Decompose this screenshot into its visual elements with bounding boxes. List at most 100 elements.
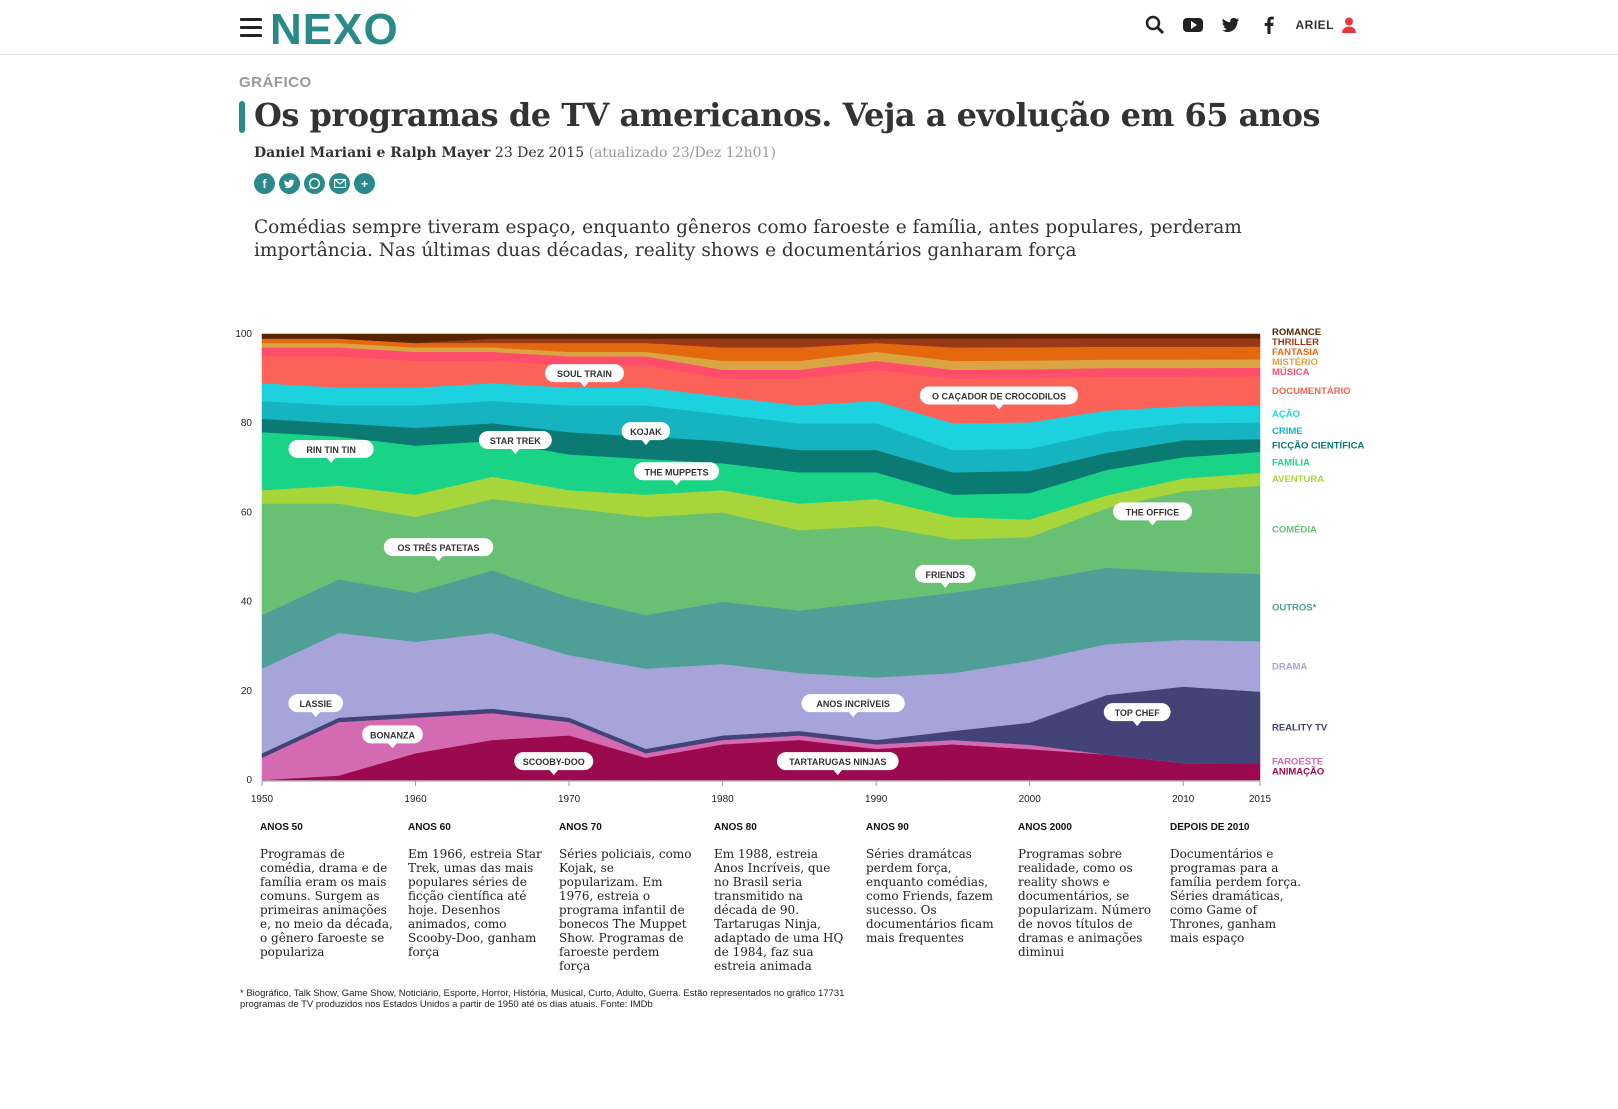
annotation-lassie: LASSIE — [288, 694, 344, 718]
annotation-pointer — [310, 711, 321, 718]
annotation-label: TOP CHEF — [1115, 708, 1161, 718]
email-icon[interactable] — [329, 173, 350, 194]
facebook-icon[interactable] — [1258, 14, 1280, 36]
x-axis: 1950 1960 1970 1980 1990 2000 2010 2015 — [251, 780, 1272, 805]
annotation-bubble — [1113, 502, 1193, 521]
title-accent-bar — [239, 101, 245, 133]
user-name[interactable]: ARIEL — [1295, 18, 1334, 32]
annotation-soul-train: SOUL TRAIN — [544, 364, 624, 388]
byline: Daniel Mariani e Ralph Mayer 23 Dez 2015… — [254, 145, 776, 161]
y-tick-label: 0 — [246, 775, 252, 786]
annotation-bubble — [383, 538, 494, 557]
decade-title: ANOS 70 — [559, 822, 602, 833]
y-tick-label: 60 — [241, 507, 253, 518]
x-tick-label: 1960 — [404, 794, 427, 805]
area-romance — [261, 333, 1261, 344]
whatsapp-icon[interactable] — [304, 173, 325, 194]
youtube-icon[interactable] — [1182, 14, 1204, 36]
twitter-icon[interactable] — [279, 173, 300, 194]
annotation-bonanza: BONANZA — [362, 725, 423, 749]
x-tick-label: 1970 — [558, 794, 581, 805]
nexo-logo[interactable]: NEXO — [270, 6, 430, 50]
annotation-label: STAR TREK — [490, 436, 541, 446]
annotation-bubble — [634, 462, 720, 481]
annotation-label: THE MUPPETS — [645, 467, 709, 477]
annotation-top-chef: TOP CHEF — [1103, 703, 1171, 727]
legend-ficcao-cientifica: FICÇÃO CIENTÍFICA — [1272, 441, 1364, 452]
legend-familia: FAMÍLIA — [1272, 457, 1310, 468]
decade-text: Programas de comédia, drama e de família… — [260, 847, 393, 959]
y-tick-label: 100 — [235, 329, 252, 340]
legend-thriller: THRILLER — [1272, 337, 1319, 348]
annotation-the-muppets: THE MUPPETS — [634, 462, 720, 486]
decade-title: ANOS 80 — [714, 822, 757, 833]
x-tick-label: 2015 — [1249, 794, 1272, 805]
decade-text: Séries policiais, como Kojak, se popular… — [559, 847, 692, 973]
decade-text: Séries dramátcas perdem força, enquanto … — [866, 847, 994, 945]
share-bar: f + — [254, 173, 375, 194]
updated-date: (atualizado 23/Dez 12h01) — [588, 145, 776, 161]
legend-musica: MÚSICA — [1272, 366, 1310, 378]
article-lead: Comédias sempre tiveram espaço, enquanto… — [254, 217, 1242, 261]
annotation-label: RIN TIN TIN — [306, 445, 356, 455]
legend-misterio: MISTÉRIO — [1272, 357, 1318, 368]
legend-animacao: ANIMAÇÃO — [1272, 767, 1324, 778]
user-icon[interactable] — [1338, 14, 1360, 36]
y-tick-label: 40 — [241, 597, 253, 608]
annotation-scooby-doo: SCOOBY-DOO — [514, 752, 594, 776]
annotation-pointer — [993, 403, 1004, 410]
annotation-bubble — [544, 364, 624, 383]
legend-romance: ROMANCE — [1272, 327, 1321, 338]
decade-title: ANOS 90 — [866, 822, 909, 833]
annotation-bubble — [288, 439, 374, 458]
annotation-kojak: KOJAK — [621, 422, 671, 446]
y-tick-label: 80 — [241, 418, 253, 429]
legend-acao: AÇÃO — [1272, 409, 1300, 420]
search-icon[interactable] — [1144, 14, 1166, 36]
legend-aventura: AVENTURA — [1272, 474, 1324, 485]
annotation-os-tres-patetas: OS TRÊS PATETAS — [383, 538, 494, 562]
annotation-pointer — [671, 479, 682, 486]
annotation-o-cacador-de-crocodilos: O CAÇADOR DE CROCODILOS — [919, 386, 1079, 410]
logo-text: NEXO — [270, 6, 399, 50]
annotation-pointer — [387, 742, 398, 749]
y-axis: 0 20 40 60 80 100 — [235, 329, 252, 786]
annotation-label: THE OFFICE — [1126, 507, 1180, 517]
annotation-label: O CAÇADOR DE CROCODILOS — [932, 391, 1066, 401]
annotation-the-office: THE OFFICE — [1113, 502, 1193, 526]
annotation-pointer — [326, 456, 337, 463]
article-title: Os programas de TV americanos. Veja a ev… — [254, 96, 1320, 134]
twitter-icon[interactable] — [1220, 14, 1242, 36]
annotation-label: SOUL TRAIN — [557, 369, 612, 379]
annotation-bubble — [801, 694, 905, 713]
annotation-pointer — [510, 448, 521, 455]
annotation-pointer — [433, 555, 444, 562]
annotation-pointer — [548, 769, 559, 776]
annotation-rin-tin-tin: RIN TIN TIN — [288, 439, 374, 463]
annotation-pointer — [940, 581, 951, 588]
legend-reality-tv: REALITY TV — [1272, 722, 1328, 733]
decade-title: ANOS 2000 — [1018, 822, 1072, 833]
annotation-pointer — [1147, 519, 1158, 526]
decade-title: ANOS 60 — [408, 822, 451, 833]
annotation-bubble — [776, 752, 899, 771]
decade-title: DEPOIS DE 2010 — [1170, 822, 1250, 833]
y-tick-label: 20 — [241, 686, 253, 697]
menu-icon[interactable] — [240, 18, 262, 37]
annotation-bubble — [914, 564, 976, 583]
annotation-tartarugas-ninjas: TARTARUGAS NINJAS — [776, 752, 899, 776]
annotation-bubble — [362, 725, 423, 744]
authors[interactable]: Daniel Mariani e Ralph Mayer — [254, 145, 491, 161]
x-tick-label: 1950 — [251, 794, 274, 805]
x-tick-label: 2000 — [1019, 794, 1042, 805]
legend-comedia: COMÉDIA — [1272, 525, 1317, 536]
plus-icon[interactable]: + — [354, 173, 375, 194]
facebook-icon[interactable]: f — [254, 173, 275, 194]
annotation-label: FRIENDS — [925, 570, 965, 580]
annotation-label: LASSIE — [299, 699, 332, 709]
decade-text: Em 1988, estreia Anos Incríveis, que no … — [714, 847, 844, 973]
x-tick-label: 2010 — [1172, 794, 1195, 805]
annotation-label: SCOOBY-DOO — [523, 757, 585, 767]
decade-text: Em 1966, estreia Star Trek, umas das mai… — [408, 847, 542, 959]
annotation-pointer — [640, 439, 651, 446]
